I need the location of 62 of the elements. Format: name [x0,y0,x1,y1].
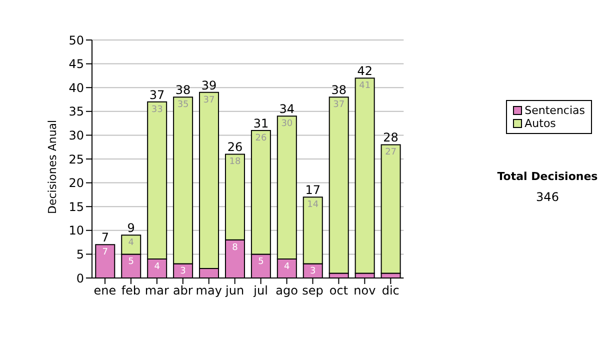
total-label: 31 [253,116,269,130]
x-tick-label: may [196,284,222,298]
data-label: 33 [151,104,163,115]
y-tick-label: 5 [76,247,84,262]
x-tick-label: ene [94,284,116,298]
x-tick-label: feb [121,284,141,298]
data-label: 8 [232,242,238,253]
total-label: 37 [149,88,165,102]
total-label: 9 [127,221,135,236]
x-tick-label: dic [382,284,400,298]
x-tick-label: oct [329,284,348,298]
data-label: 3 [180,266,186,277]
y-tick-label: 0 [76,271,84,286]
data-label: 4 [128,238,134,248]
data-label: 35 [177,100,189,110]
total-label: 39 [201,78,217,92]
data-label: 4 [154,262,160,272]
x-tick-label: jun [224,284,244,298]
legend-label: Sentencias [524,104,585,117]
bar [354,78,375,274]
total-label: 7 [101,230,109,245]
bar [380,144,401,274]
total-label: 38 [331,83,347,98]
legend-label: Autos [524,117,556,130]
x-tick-label: ago [276,284,298,298]
total-label: 28 [383,130,398,145]
total-label: 17 [305,183,321,198]
x-tick-label: sep [302,284,324,298]
text: 346 [535,190,560,204]
bar [328,96,349,274]
y-tick-label: 20 [68,176,84,190]
total-label: 26 [227,140,243,154]
y-tick-label: 25 [68,152,84,166]
data-label: 41 [359,81,371,92]
data-label: 27 [385,148,397,158]
x-tick-label: nov [354,284,376,298]
y-tick-label: 15 [68,200,84,214]
text: Total Decisiones [496,170,599,183]
data-label: 30 [281,119,293,130]
data-label: 26 [255,133,267,144]
data-label: 14 [307,200,319,210]
total-label: 42 [357,64,372,78]
x-tick-label: abr [172,284,193,298]
data-label: 3 [310,266,316,277]
x-tick-label: jul [252,284,268,298]
total-label: 38 [175,83,191,98]
y-axis-title: Decisiones Anual [46,120,59,214]
total-label: 34 [279,102,295,116]
data-label: 7 [102,248,108,258]
y-tick-label: 45 [68,57,84,72]
data-label: 5 [258,257,264,268]
data-label: 18 [229,157,241,168]
y-tick-label: 35 [68,104,84,119]
x-tick-label: mar [144,284,169,298]
data-label: 37 [333,100,345,110]
y-tick-label: 50 [68,33,84,48]
y-tick-label: 40 [68,80,84,95]
data-label: 37 [203,95,215,106]
data-label: 4 [284,262,290,272]
data-label: 5 [128,257,134,268]
y-tick-label: 30 [68,128,84,142]
y-tick-label: 10 [68,224,84,238]
